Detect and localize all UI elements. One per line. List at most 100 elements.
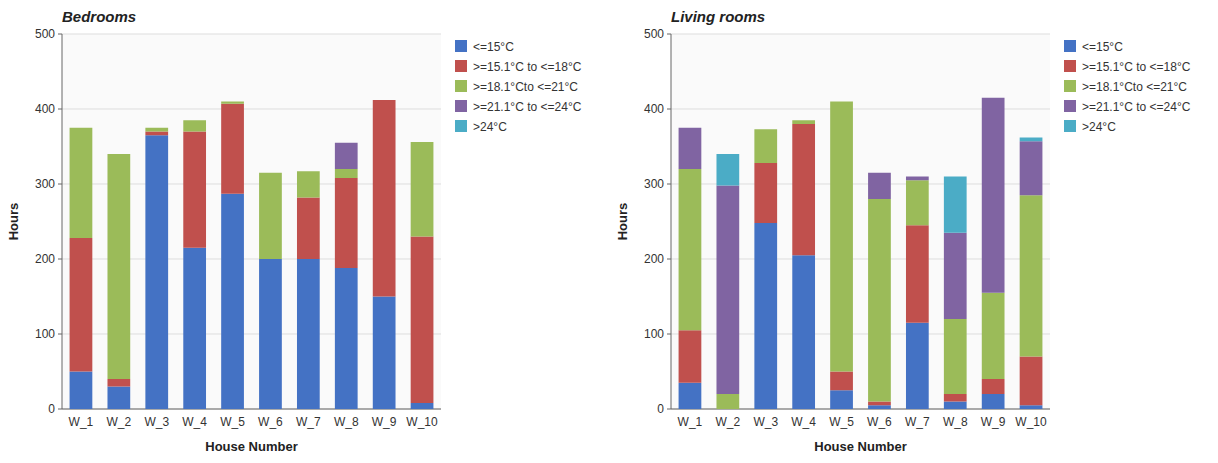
bar-segment [221,101,244,102]
x-tick-label: W_6 [258,415,283,429]
bar-segment [183,120,206,121]
x-tick-label: W_9 [372,415,397,429]
bar-segment [792,124,815,255]
bar-segment [944,402,967,410]
bar-segment [830,101,853,102]
bar-segment [679,330,702,383]
bar-segment [335,143,358,169]
bar-segment [868,402,891,406]
y-tick [667,184,671,185]
y-tick-label: 100 [644,327,664,341]
bar-segment [830,372,853,391]
bar-segment [411,403,434,409]
legend: <=15°C>=15.1°C to <=18°C>=18.1°Cto <=21°… [455,40,582,134]
legend-label: >=15.1°C to <=18°C [1082,60,1191,74]
legend-swatch [455,60,467,72]
bar-segment [221,104,244,194]
bars-inner [679,98,1043,409]
x-axis-label: House Number [205,439,297,454]
bar-segment [297,171,320,172]
bar-segment [792,255,815,409]
x-tick-label: W_3 [753,415,778,429]
bar-segment [754,223,777,409]
bar-segment [754,129,777,130]
bar-segment [944,319,967,394]
y-tick [667,409,671,410]
x-tick-label: W_7 [905,415,930,429]
bar-segment [411,237,434,404]
panel: Bedrooms0100200300400500W_1W_2W_3W_4W_5W… [6,8,582,454]
bar-segment [70,238,93,372]
x-axis-label: House Number [814,439,906,454]
bar-segment [679,383,702,409]
bar-segment [145,135,168,409]
bar-segment [335,178,358,268]
bar-segment [259,259,282,409]
legend-label: >=21.1°C to <=24°C [1082,100,1191,114]
bar-segment [107,379,130,387]
y-tick [667,34,671,35]
bar-segment [982,293,1005,379]
legend: <=15°C >=15.1°C to <=18°C >=18.1°Cto <=21°… [1064,40,1191,134]
legend-swatch [455,80,467,92]
bar-segment [259,173,282,259]
y-tick [667,109,671,110]
bar-segment [145,127,168,128]
y-tick [667,259,671,260]
chart: Bedrooms0100200300400500W_1W_2W_3W_4W_5W… [0,0,1218,463]
y-tick [58,259,62,260]
panel: Living rooms0100200300400500W_1W_2W_3W_4… [615,8,1191,454]
y-tick [58,109,62,110]
bar-segment [297,198,320,260]
legend-swatch [1064,100,1076,112]
x-tick-label: W_8 [334,415,359,429]
bars-inner [70,100,434,409]
bar-segment [754,129,777,163]
bar-segment [868,173,891,199]
bar-segment [221,102,244,104]
bar-segment [259,172,282,173]
y-axis-label: Hours [6,203,21,241]
legend-label: >=18.1°Cto <=21°C [1082,80,1187,94]
bar-segment [145,132,168,136]
bar-segment [145,128,168,132]
bar-segment [411,142,434,143]
y-tick [58,184,62,185]
grid-line [671,34,1050,35]
legend-swatch [455,120,467,132]
bar-segment [944,394,967,402]
bar-segment [297,171,320,197]
chart-title: Bedrooms [62,8,136,25]
bar-segment [1020,195,1043,356]
bar-segment [982,394,1005,409]
legend-label: >=21.1°C to <=24°C [473,100,582,114]
y-tick-label: 100 [35,327,55,341]
bar-segment [70,127,93,128]
x-tick-label: W_6 [867,415,892,429]
bar-segment [944,233,967,319]
bar-segment [792,120,815,121]
x-tick-label: W_9 [981,415,1006,429]
bar-segment [1020,405,1043,409]
bar-segment [830,390,853,409]
x-tick-label: W_5 [220,415,245,429]
x-tick-label: W_10 [1015,415,1047,429]
y-tick-label: 400 [644,102,664,116]
legend-label: <=15°C [1082,40,1123,54]
legend-swatch [1064,40,1076,52]
bar-segment [944,177,967,233]
bar-segment [754,163,777,223]
bar-segment [70,127,93,128]
x-tick-label: W_3 [144,415,169,429]
bar-segment [792,120,815,121]
legend-label: >=18.1°Cto <=21°C [473,80,578,94]
bar-segment [297,171,320,172]
bar-segment [792,120,815,124]
bar-segment [906,180,929,225]
bar-segment [183,132,206,248]
bar-segment [183,248,206,409]
x-tick-label: W_7 [296,415,321,429]
bar-segment [868,199,891,402]
legend-swatch [1064,120,1076,132]
plot-area [671,34,1050,409]
